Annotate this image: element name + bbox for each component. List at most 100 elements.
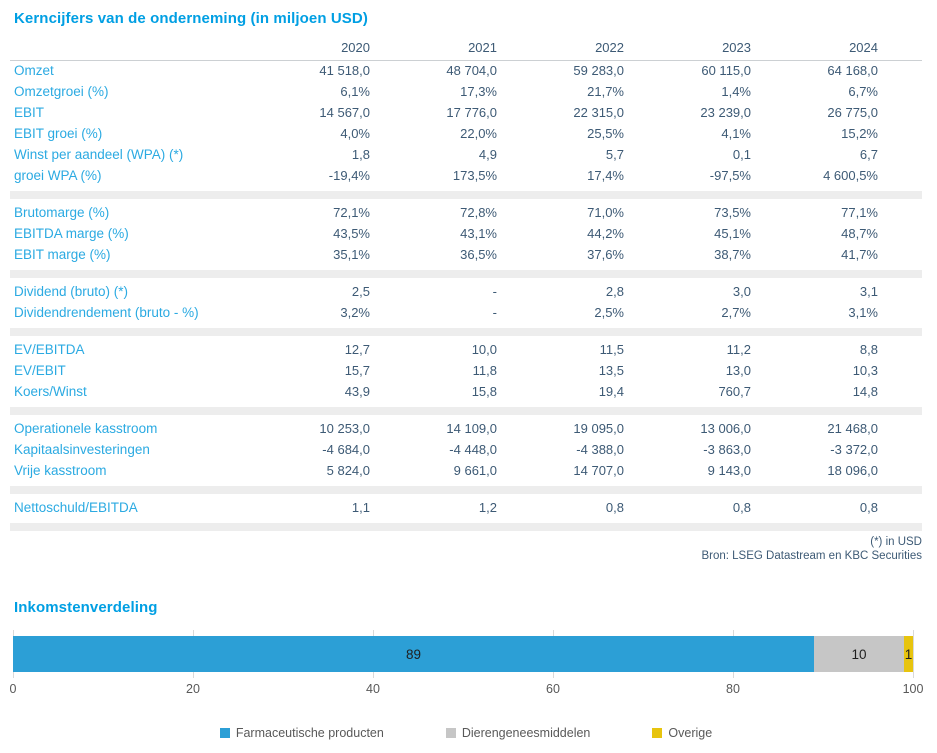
- section-divider: [10, 270, 922, 278]
- row-label: EV/EBITDA: [14, 342, 85, 358]
- cell-value: 14 109,0: [446, 421, 497, 437]
- cell-value: -: [492, 305, 497, 321]
- cell-value: 19 095,0: [573, 421, 624, 437]
- legend-swatch: [219, 728, 230, 739]
- cell-value: 14 707,0: [573, 463, 624, 479]
- table-row: EBIT groei (%) 4,0% 22,0% 25,5% 4,1% 15,2%: [10, 124, 922, 145]
- table-row: Dividendrendement (bruto - %) 3,2% - 2,5% 2,…: [10, 303, 922, 324]
- row-label: Kapitaalsinvesteringen: [14, 442, 150, 458]
- table-row: Operationele kasstroom 10 253,0 14 109,0 19…: [10, 419, 922, 440]
- cell-value: 0,8: [732, 500, 751, 516]
- row-label: Brutomarge (%): [14, 205, 110, 221]
- bar-segment-value: 1: [904, 646, 913, 662]
- cell-value: 11,8: [472, 363, 497, 379]
- cell-value: 15,2%: [841, 126, 878, 142]
- cell-value: 13,5: [598, 363, 624, 379]
- cell-value: 2,7%: [721, 305, 751, 321]
- cell-value: -3 372,0: [830, 442, 878, 458]
- section-divider: [10, 407, 922, 415]
- table-section: Dividend (bruto) (*) 2,5-2,8 3,0 3,1 Dividen…: [10, 282, 922, 324]
- legend-item: Overige: [652, 726, 712, 740]
- section-divider: [10, 486, 922, 494]
- x-tick-label: 80: [726, 682, 740, 697]
- cell-value: -4 684,0: [322, 442, 370, 458]
- row-label: EV/EBIT: [14, 363, 66, 379]
- cell-value: 48 704,0: [446, 63, 497, 79]
- footnote-source: Bron: LSEG Datastream en KBC Securities: [701, 550, 922, 563]
- cell-value: 17,4%: [587, 168, 624, 184]
- legend-label: Dierengeneesmiddelen: [461, 726, 591, 741]
- cell-value: 72,8%: [460, 205, 497, 221]
- cell-value: -: [492, 284, 497, 300]
- cell-value: 35,1%: [333, 247, 370, 263]
- cell-value: 48,7%: [841, 226, 878, 242]
- legend-label: Overige: [668, 726, 713, 741]
- row-label: Omzet: [14, 63, 54, 79]
- cell-value: -19,4%: [328, 168, 370, 184]
- cell-value: 64 168,0: [827, 63, 878, 79]
- table-body: Omzet 41 518,0 48 704,0 59 283,0 60 115,0 64 …: [10, 61, 922, 531]
- section-divider: [10, 523, 922, 531]
- table-row: EBITDA marge (%) 43,5% 43,1% 44,2% 45,1% 48,7…: [10, 224, 922, 245]
- cell-value: 25,5%: [587, 126, 624, 142]
- x-tick-label: 20: [186, 682, 200, 697]
- cell-value: 21 468,0: [827, 421, 878, 437]
- cell-value: 21,7%: [587, 84, 624, 100]
- table-row: EV/EBITDA 12,7 10,0 11,5 11,2 8,8: [10, 340, 922, 361]
- cell-value: 14 567,0: [319, 105, 370, 121]
- cell-value: 77,1%: [841, 205, 878, 221]
- cell-value: 17 776,0: [446, 105, 497, 121]
- x-tick-label: 40: [366, 682, 380, 697]
- legend-item: Dierengeneesmiddelen: [445, 726, 591, 741]
- legend-swatch: [445, 728, 456, 739]
- cell-value: 43,5%: [333, 226, 370, 242]
- cell-value: 1,1: [351, 500, 370, 516]
- row-label: Operationele kasstroom: [14, 421, 158, 437]
- cell-value: 4,1%: [721, 126, 751, 142]
- bar-segment: 1: [904, 636, 913, 673]
- cell-value: -4 448,0: [449, 442, 497, 458]
- cell-value: 12,7: [344, 342, 370, 358]
- bar-segment-value: 10: [851, 646, 867, 662]
- table-row: groei WPA (%) -19,4% 173,5% 17,4% -97,5% 4 60…: [10, 166, 922, 187]
- cell-value: 3,1%: [848, 305, 878, 321]
- cell-value: 173,5%: [452, 168, 497, 184]
- x-tick-label: 0: [9, 682, 17, 697]
- table-title: Kerncijfers van de onderneming (in miljo…: [14, 10, 368, 27]
- cell-value: 4,0%: [340, 126, 370, 142]
- table-row: Omzet 41 518,0 48 704,0 59 283,0 60 115,0 64 …: [10, 61, 922, 82]
- cell-value: 59 283,0: [573, 63, 624, 79]
- row-label: Dividend (bruto) (*): [14, 284, 129, 300]
- table-section: EV/EBITDA 12,7 10,0 11,5 11,2 8,8 EV/EBIT 15,7 1…: [10, 340, 922, 403]
- legend-swatch: [652, 728, 663, 739]
- cell-value: 8,8: [859, 342, 878, 358]
- cell-value: 760,7: [718, 384, 751, 400]
- cell-value: 3,2%: [340, 305, 370, 321]
- cell-value: 0,8: [859, 500, 878, 516]
- year-header: 2023: [722, 40, 751, 56]
- table-row: Koers/Winst 43,9 15,8 19,4 760,7 14,8: [10, 382, 922, 403]
- income-distribution-chart: Inkomstenverdeling 89 10 1 0 20 40 60 80 100 Fa…: [10, 599, 927, 740]
- chart-title: Inkomstenverdeling: [14, 599, 158, 617]
- chart-legend: Farmaceutische producten Dierengeneesmidd…: [10, 726, 922, 740]
- row-label: Winst per aandeel (WPA) (*): [14, 147, 184, 163]
- cell-value: 22,0%: [460, 126, 497, 142]
- table-row: EBIT 14 567,0 17 776,0 22 315,0 23 239,0 26 7…: [10, 103, 922, 124]
- cell-value: -97,5%: [709, 168, 751, 184]
- bar-segment: 89: [13, 636, 814, 673]
- table-row: Vrije kasstroom 5 824,0 9 661,0 14 707,0 9 1…: [10, 461, 922, 482]
- cell-value: 0,8: [605, 500, 624, 516]
- cell-value: 10,3: [852, 363, 878, 379]
- cell-value: 2,5: [351, 284, 370, 300]
- cell-value: 44,2%: [587, 226, 624, 242]
- table-section: Nettoschuld/EBITDA 1,1 1,2 0,8 0,8 0,8: [10, 498, 922, 519]
- cell-value: 13 006,0: [700, 421, 751, 437]
- cell-value: 1,8: [351, 147, 370, 163]
- cell-value: 0,1: [732, 147, 751, 163]
- cell-value: 19,4: [598, 384, 624, 400]
- cell-value: 43,1%: [460, 226, 497, 242]
- cell-value: 72,1%: [333, 205, 370, 221]
- section-divider: [10, 191, 922, 199]
- cell-value: 38,7%: [714, 247, 751, 263]
- cell-value: 14,8: [852, 384, 878, 400]
